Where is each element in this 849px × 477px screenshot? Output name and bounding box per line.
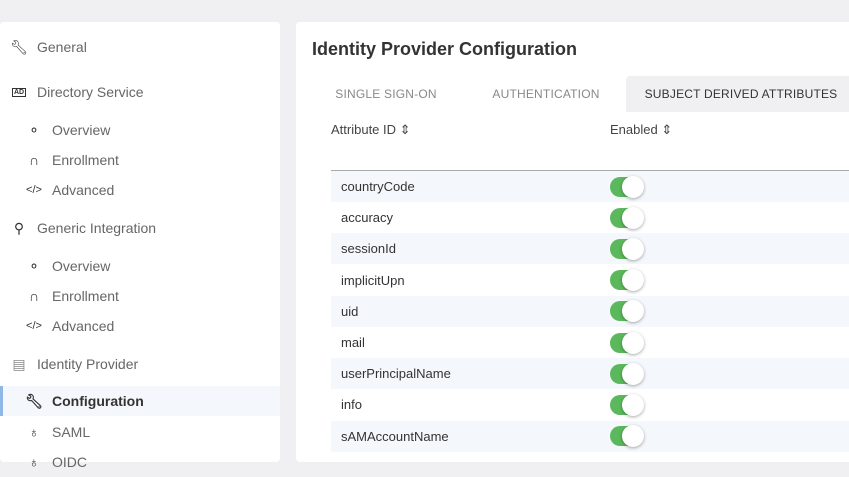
enabled-toggle[interactable] <box>610 425 644 448</box>
enabled-toggle[interactable] <box>610 269 644 292</box>
sidebar: 🔧︎ General AD Directory Service ⚬ Overview … <box>0 22 280 470</box>
page-title: Identity Provider Configuration <box>312 39 578 59</box>
code-icon: </> <box>26 184 42 196</box>
attribute-id: sAMAccountName <box>341 428 449 444</box>
table-row: sAMAccountName <box>331 420 849 452</box>
enabled-toggle[interactable] <box>610 175 644 198</box>
table-row: accuracy <box>331 202 849 233</box>
enabled-toggle[interactable] <box>610 331 644 354</box>
enabled-toggle[interactable] <box>610 206 644 229</box>
code-icon: </> <box>26 320 42 332</box>
id-card-icon: ▤ <box>12 355 26 372</box>
attribute-id: implicitUpn <box>341 272 405 288</box>
sidebar-item-gi-advanced[interactable]: </> Advanced <box>26 318 115 334</box>
sidebar-item-general[interactable]: 🔧︎ General <box>10 38 87 56</box>
tab-single-sign-on[interactable]: SINGLE SIGN-ON <box>335 87 437 101</box>
main-panel: Identity Provider Configuration SINGLE S… <box>296 22 849 462</box>
sidebar-item-gi-enrollment[interactable]: ∩ Enrollment <box>0 281 280 311</box>
table-row: sessionId <box>331 233 849 265</box>
overview-icon: ⚬ <box>28 257 40 274</box>
ad-icon: AD <box>11 87 27 97</box>
table-row: implicitUpn <box>331 265 849 296</box>
enabled-toggle[interactable] <box>610 393 644 416</box>
table-row: uid <box>331 295 849 327</box>
attribute-id: userPrincipalName <box>341 366 451 382</box>
table-row: mail <box>331 327 849 358</box>
sidebar-item-identity-provider[interactable]: ▤ Identity Provider <box>0 349 280 379</box>
table-row: info <box>331 389 849 420</box>
column-header-attribute-id[interactable]: Attribute ID ⇕ <box>331 122 411 137</box>
enabled-toggle[interactable] <box>610 362 644 385</box>
table-row: userPrincipalName <box>331 358 849 390</box>
enabled-toggle[interactable] <box>610 300 644 323</box>
enabled-toggle[interactable] <box>610 237 644 260</box>
wrench-icon: 🔧︎ <box>10 38 28 55</box>
sidebar-item-oidc[interactable]: ♁ OIDC <box>0 447 280 477</box>
tab-subject-derived-attributes[interactable]: SUBJECT DERIVED ATTRIBUTES <box>626 76 849 112</box>
attribute-id: mail <box>341 335 365 350</box>
overview-icon: ⚬ <box>28 121 40 138</box>
lock-icon: ♁ <box>28 454 40 470</box>
sidebar-item-ds-advanced[interactable]: </> Advanced <box>26 182 115 198</box>
sidebar-item-saml[interactable]: ♁ SAML <box>0 417 280 447</box>
enrollment-icon: ∩ <box>28 288 40 304</box>
sidebar-item-ds-enrollment[interactable]: ∩ Enrollment <box>0 145 280 175</box>
header-divider <box>331 170 849 171</box>
column-header-enabled[interactable]: Enabled ⇕ <box>610 122 673 137</box>
lock-icon: ♁ <box>28 424 40 440</box>
wrench-icon: 🔧︎ <box>25 392 43 409</box>
sidebar-item-generic-integration[interactable]: ⚲ Generic Integration <box>0 213 280 243</box>
table-row: countryCode <box>331 171 849 202</box>
sidebar-item-gi-overview[interactable]: ⚬ Overview <box>0 251 280 281</box>
sidebar-item-ds-overview[interactable]: ⚬ Overview <box>0 115 280 145</box>
sidebar-item-directory-service[interactable]: AD Directory Service <box>0 77 280 107</box>
attribute-id: info <box>341 397 362 413</box>
tab-authentication[interactable]: AUTHENTICATION <box>492 87 600 101</box>
plug-icon: ⚲ <box>13 219 25 236</box>
attribute-id: sessionId <box>341 241 396 257</box>
attribute-id: countryCode <box>341 179 415 194</box>
sidebar-item-configuration[interactable]: 🔧︎ Configuration <box>0 386 280 416</box>
enrollment-icon: ∩ <box>28 152 40 168</box>
attribute-id: accuracy <box>341 210 394 226</box>
attribute-id: uid <box>341 303 359 319</box>
